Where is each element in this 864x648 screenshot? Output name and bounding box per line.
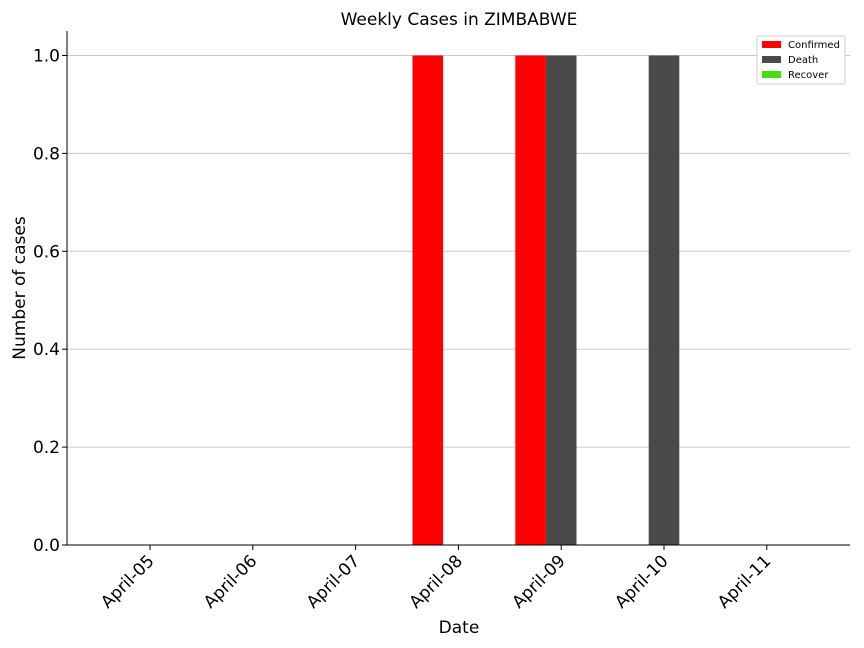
x-tick-label-4: April-09 (508, 551, 569, 612)
legend-swatch-death (762, 56, 781, 63)
axes (66, 31, 850, 546)
x-tick-label-2: April-07 (303, 551, 364, 612)
bar-confirmed-april-08 (412, 55, 444, 545)
bars (412, 55, 680, 545)
bar-confirmed-april-09 (515, 55, 546, 545)
y-tick-label-0: 0.0 (33, 536, 60, 556)
y-axis-title: Number of cases (10, 216, 30, 360)
x-ticks: April-05 April-06 April-07 April-08 April-09… (97, 545, 775, 613)
x-tick-label-1: April-06 (200, 551, 261, 612)
x-tick-label-3: April-08 (406, 551, 467, 612)
legend-swatch-recover (762, 71, 781, 78)
legend-swatch-confirmed (762, 41, 781, 48)
legend-label-death: Death (788, 55, 818, 66)
x-tick-label-5: April-10 (611, 551, 672, 612)
grid-lines (67, 54, 850, 448)
y-tick-label-2: 0.4 (33, 340, 60, 360)
bar-death-april-10 (648, 55, 680, 545)
y-tick-label-3: 0.6 (33, 242, 60, 262)
chart-title: Weekly Cases in ZIMBABWE (341, 10, 578, 30)
y-tick-label-5: 1.0 (33, 46, 60, 66)
bar-death-april-09 (545, 55, 577, 545)
x-axis-title: Date (439, 618, 480, 638)
legend: Confirmed Death Recover (756, 35, 846, 85)
y-tick-label-4: 0.8 (33, 144, 60, 164)
legend-label-recover: Recover (788, 70, 829, 81)
legend-label-confirmed: Confirmed (788, 40, 840, 51)
y-ticks: 0.0 0.2 0.4 0.6 0.8 1.0 (33, 46, 67, 556)
x-tick-label-0: April-05 (97, 551, 158, 612)
y-tick-label-1: 0.2 (33, 438, 60, 458)
x-tick-label-6: April-11 (714, 551, 775, 612)
